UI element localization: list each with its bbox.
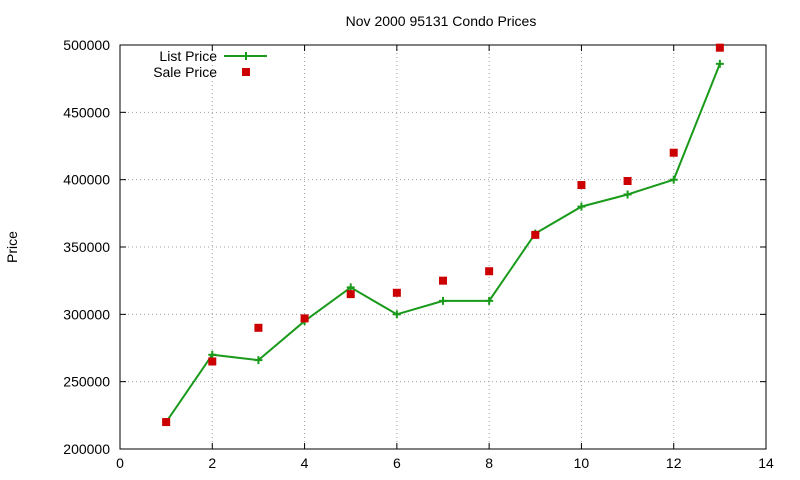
x-tick-label: 8 xyxy=(485,455,493,471)
sale-price-point xyxy=(162,418,171,427)
x-tick-label: 0 xyxy=(116,455,124,471)
list-price-point xyxy=(439,296,447,305)
legend-plus-marker xyxy=(242,52,250,60)
legend-square-marker xyxy=(242,68,250,76)
legend-label: List Price xyxy=(159,48,217,64)
series-line xyxy=(165,63,721,423)
y-tick-label: 200000 xyxy=(63,441,110,457)
x-tick-label: 6 xyxy=(393,455,401,471)
y-tick-label: 500000 xyxy=(63,37,110,53)
list-price-point xyxy=(392,310,401,319)
sale-price-point xyxy=(485,267,494,276)
sale-price-point xyxy=(439,276,447,285)
list-price-point xyxy=(715,59,724,68)
legend-label: Sale Price xyxy=(153,64,217,80)
list-price-point xyxy=(577,202,586,211)
x-tick-label: 12 xyxy=(666,455,682,471)
sale-price-point xyxy=(623,177,632,186)
sale-price-point xyxy=(254,323,263,332)
list-price-point xyxy=(254,356,263,365)
sale-price-point xyxy=(669,148,678,157)
grid xyxy=(120,45,766,449)
list-price-point xyxy=(346,283,355,292)
y-tick-label: 450000 xyxy=(63,104,110,120)
sale-price-point xyxy=(531,230,540,239)
series-sale-price xyxy=(162,43,724,427)
list-price-point xyxy=(623,190,632,199)
chart-title: Nov 2000 95131 Condo Prices xyxy=(346,13,537,29)
series-list-price xyxy=(162,59,724,427)
y-tick-label: 250000 xyxy=(63,374,110,390)
y-tick-label: 300000 xyxy=(63,306,110,322)
sale-price-point xyxy=(715,43,724,52)
y-tick-label: 400000 xyxy=(63,172,110,188)
sale-price-point xyxy=(346,290,355,299)
axes: 0 2 4 6 8 10 12 14 200000 250000 300000 350000 40000… xyxy=(63,37,774,471)
x-tick-label: 10 xyxy=(574,455,590,471)
sale-price-point xyxy=(300,314,309,323)
sale-price-point xyxy=(392,288,401,297)
list-price-point xyxy=(669,175,678,184)
list-price-point xyxy=(208,350,217,359)
list-price-point xyxy=(485,296,494,305)
x-tick-label: 4 xyxy=(301,455,309,471)
y-tick-label: 350000 xyxy=(63,239,110,255)
x-tick-label: 2 xyxy=(208,455,216,471)
series xyxy=(162,43,724,427)
y-axis-label: Price xyxy=(4,231,20,263)
sale-price-point xyxy=(208,357,217,366)
x-tick-label: 14 xyxy=(758,455,774,471)
sale-price-point xyxy=(577,181,586,190)
